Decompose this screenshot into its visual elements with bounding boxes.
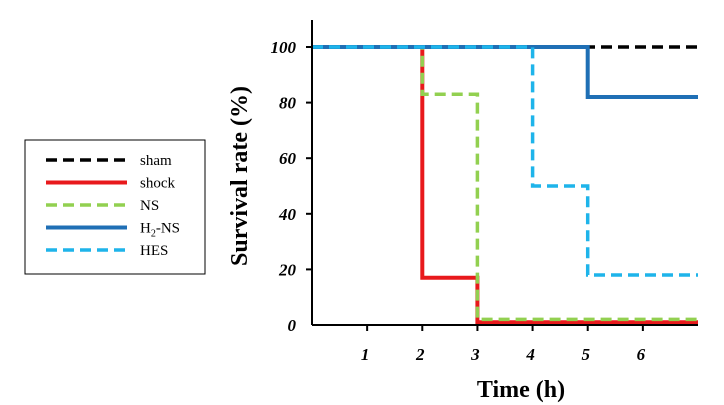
x-axis-title: Time (h)	[477, 377, 565, 403]
series-line-hes	[312, 45, 698, 277]
x-tick-label-2: 2	[415, 345, 425, 364]
series-layer	[312, 45, 698, 325]
y-tick-label-40: 40	[278, 205, 297, 224]
y-tick-label-0: 0	[288, 316, 297, 335]
legend-label-shock: shock	[140, 176, 175, 192]
legend: sham shock NS H2-NS HES	[24, 139, 206, 275]
axes-layer: 0 20 40 60 80 100 1 2 3 4 5 6	[271, 20, 698, 364]
x-tick-label-5: 5	[581, 345, 590, 364]
series-line-h2-ns	[312, 45, 698, 99]
legend-label-h2-ns: H2-NS	[140, 221, 180, 240]
series-line-shock	[312, 45, 698, 325]
y-axis-title: Survival rate (%)	[227, 86, 253, 266]
x-tick-label-1: 1	[361, 345, 370, 364]
legend-label-sham: sham	[140, 153, 172, 169]
x-tick-label-3: 3	[470, 345, 480, 364]
x-tick-label-6: 6	[637, 345, 646, 364]
legend-label-ns: NS	[140, 198, 159, 214]
y-tick-label-100: 100	[271, 38, 297, 57]
y-tick-label-60: 60	[279, 149, 297, 168]
y-tick-label-80: 80	[279, 94, 297, 113]
x-tick-label-4: 4	[525, 345, 535, 364]
legend-label-hes: HES	[140, 243, 168, 259]
y-tick-label-20: 20	[278, 260, 297, 279]
series-line-ns	[312, 45, 698, 322]
